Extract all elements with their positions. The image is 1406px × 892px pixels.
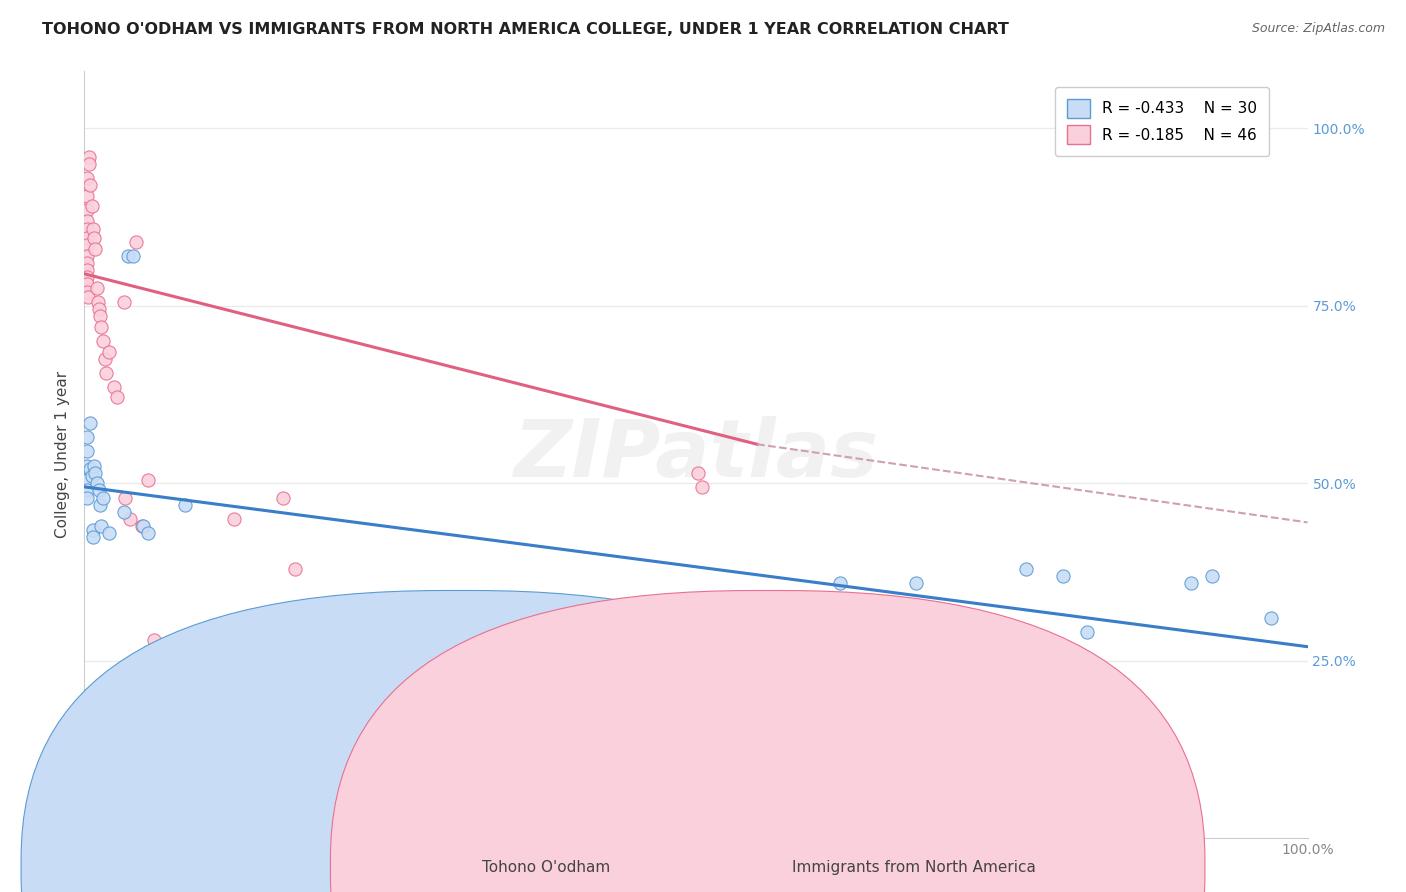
- Point: [76, 430, 98, 444]
- Point: [80, 469, 103, 483]
- Point: [76, 188, 98, 202]
- Point: [688, 466, 710, 480]
- Legend: R = -0.433    N = 30, R = -0.185    N = 46: R = -0.433 N = 30, R = -0.185 N = 46: [1054, 87, 1270, 156]
- Point: [112, 505, 135, 519]
- Text: Source: ZipAtlas.com: Source: ZipAtlas.com: [1251, 22, 1385, 36]
- Point: [222, 512, 245, 526]
- Point: [96, 366, 118, 380]
- Point: [905, 575, 928, 590]
- Point: [76, 473, 98, 487]
- Point: [76, 285, 98, 299]
- Point: [97, 526, 120, 541]
- Point: [76, 444, 98, 458]
- Point: [82, 530, 104, 544]
- Point: [79, 416, 101, 430]
- Point: [1201, 568, 1223, 582]
- Point: [76, 238, 98, 252]
- Point: [87, 295, 110, 310]
- Point: [76, 213, 98, 227]
- Point: [254, 732, 277, 747]
- Point: [1052, 568, 1074, 582]
- Point: [76, 263, 98, 277]
- Point: [89, 310, 111, 324]
- Text: ZIPatlas: ZIPatlas: [513, 416, 879, 494]
- Point: [76, 202, 98, 217]
- Point: [77, 150, 100, 164]
- Point: [1015, 561, 1038, 575]
- Point: [690, 480, 713, 494]
- Point: [80, 199, 103, 213]
- Point: [77, 290, 100, 304]
- Point: [125, 235, 148, 249]
- Point: [83, 231, 105, 245]
- Point: [77, 157, 100, 171]
- Point: [136, 473, 159, 487]
- Point: [84, 466, 107, 480]
- Point: [149, 640, 172, 654]
- Point: [271, 491, 294, 505]
- Point: [118, 512, 141, 526]
- Point: [143, 632, 166, 647]
- Point: [76, 277, 98, 292]
- Point: [103, 380, 125, 394]
- Y-axis label: College, Under 1 year: College, Under 1 year: [55, 371, 70, 539]
- Point: [963, 611, 986, 625]
- Point: [87, 302, 110, 317]
- Point: [91, 491, 114, 505]
- Point: [79, 178, 101, 192]
- Text: Immigrants from North America: Immigrants from North America: [792, 860, 1035, 874]
- Point: [90, 519, 112, 533]
- Point: [76, 491, 98, 505]
- Point: [830, 575, 852, 590]
- Point: [90, 320, 112, 334]
- Point: [131, 519, 153, 533]
- Point: [76, 256, 98, 270]
- Point: [222, 690, 245, 704]
- Point: [86, 476, 108, 491]
- Point: [76, 231, 98, 245]
- Point: [76, 170, 98, 185]
- Point: [84, 242, 107, 256]
- Point: [86, 281, 108, 295]
- Point: [1076, 625, 1098, 640]
- Point: [117, 249, 139, 263]
- Point: [89, 498, 111, 512]
- Point: [114, 491, 136, 505]
- Point: [1260, 611, 1282, 625]
- Point: [83, 458, 105, 473]
- Point: [105, 390, 128, 404]
- Point: [87, 483, 110, 498]
- Point: [76, 249, 98, 263]
- Point: [94, 352, 117, 367]
- Point: [76, 458, 98, 473]
- Point: [76, 270, 98, 285]
- Point: [112, 295, 135, 310]
- Point: [122, 249, 145, 263]
- Point: [76, 222, 98, 236]
- Point: [97, 345, 120, 359]
- Point: [136, 526, 159, 541]
- Point: [82, 523, 104, 537]
- Point: [1180, 575, 1202, 590]
- Point: [76, 483, 98, 498]
- Point: [91, 334, 114, 349]
- Text: TOHONO O'ODHAM VS IMMIGRANTS FROM NORTH AMERICA COLLEGE, UNDER 1 YEAR CORRELATIO: TOHONO O'ODHAM VS IMMIGRANTS FROM NORTH …: [42, 22, 1010, 37]
- Point: [79, 462, 101, 476]
- Point: [173, 498, 195, 512]
- Point: [695, 640, 717, 654]
- Text: Tohono O'odham: Tohono O'odham: [482, 860, 610, 874]
- Point: [132, 519, 155, 533]
- Point: [284, 561, 307, 575]
- Point: [82, 222, 104, 236]
